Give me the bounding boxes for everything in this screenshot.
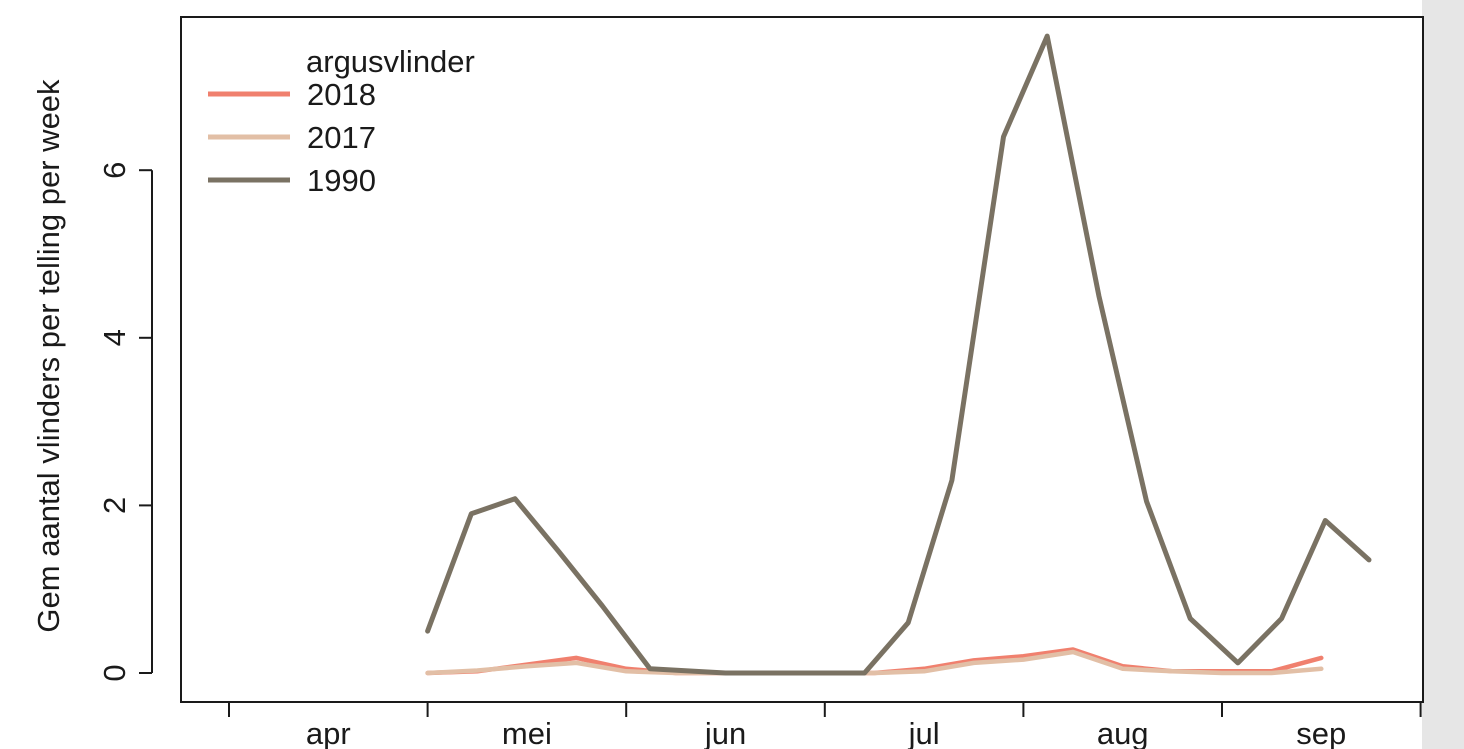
legend-label-1990: 1990 bbox=[307, 163, 376, 198]
series-line-1990 bbox=[425, 33, 1372, 676]
y-tick-label: 6 bbox=[97, 162, 132, 179]
series-lines bbox=[425, 33, 1372, 676]
x-tick-label: jun bbox=[704, 716, 746, 749]
chart-panel: Gem aantal vlinders per telling per week… bbox=[0, 0, 1424, 749]
series-line-2017 bbox=[425, 649, 1324, 676]
x-tick-label: apr bbox=[306, 716, 351, 749]
y-axis-label: Gem aantal vlinders per telling per week bbox=[31, 79, 66, 633]
x-tick-label: aug bbox=[1097, 716, 1149, 749]
y-tick-label: 0 bbox=[97, 664, 132, 681]
x-axis: apr mei jun jul aug sep bbox=[228, 702, 1422, 749]
y-axis: 0 2 4 6 bbox=[97, 162, 153, 682]
plot-frame bbox=[180, 16, 1424, 703]
x-tick-label: mei bbox=[502, 716, 552, 749]
x-tick-label: sep bbox=[1296, 716, 1346, 749]
legend: argusvlinder 2018 2017 1990 bbox=[208, 44, 475, 198]
legend-title: argusvlinder bbox=[306, 44, 475, 79]
legend-items: 2018 2017 1990 bbox=[208, 77, 376, 198]
y-tick-label: 4 bbox=[97, 329, 132, 346]
legend-label-2017: 2017 bbox=[307, 120, 376, 155]
legend-label-2018: 2018 bbox=[307, 77, 376, 112]
y-tick-label: 2 bbox=[97, 497, 132, 514]
x-tick-label: jul bbox=[908, 716, 940, 749]
